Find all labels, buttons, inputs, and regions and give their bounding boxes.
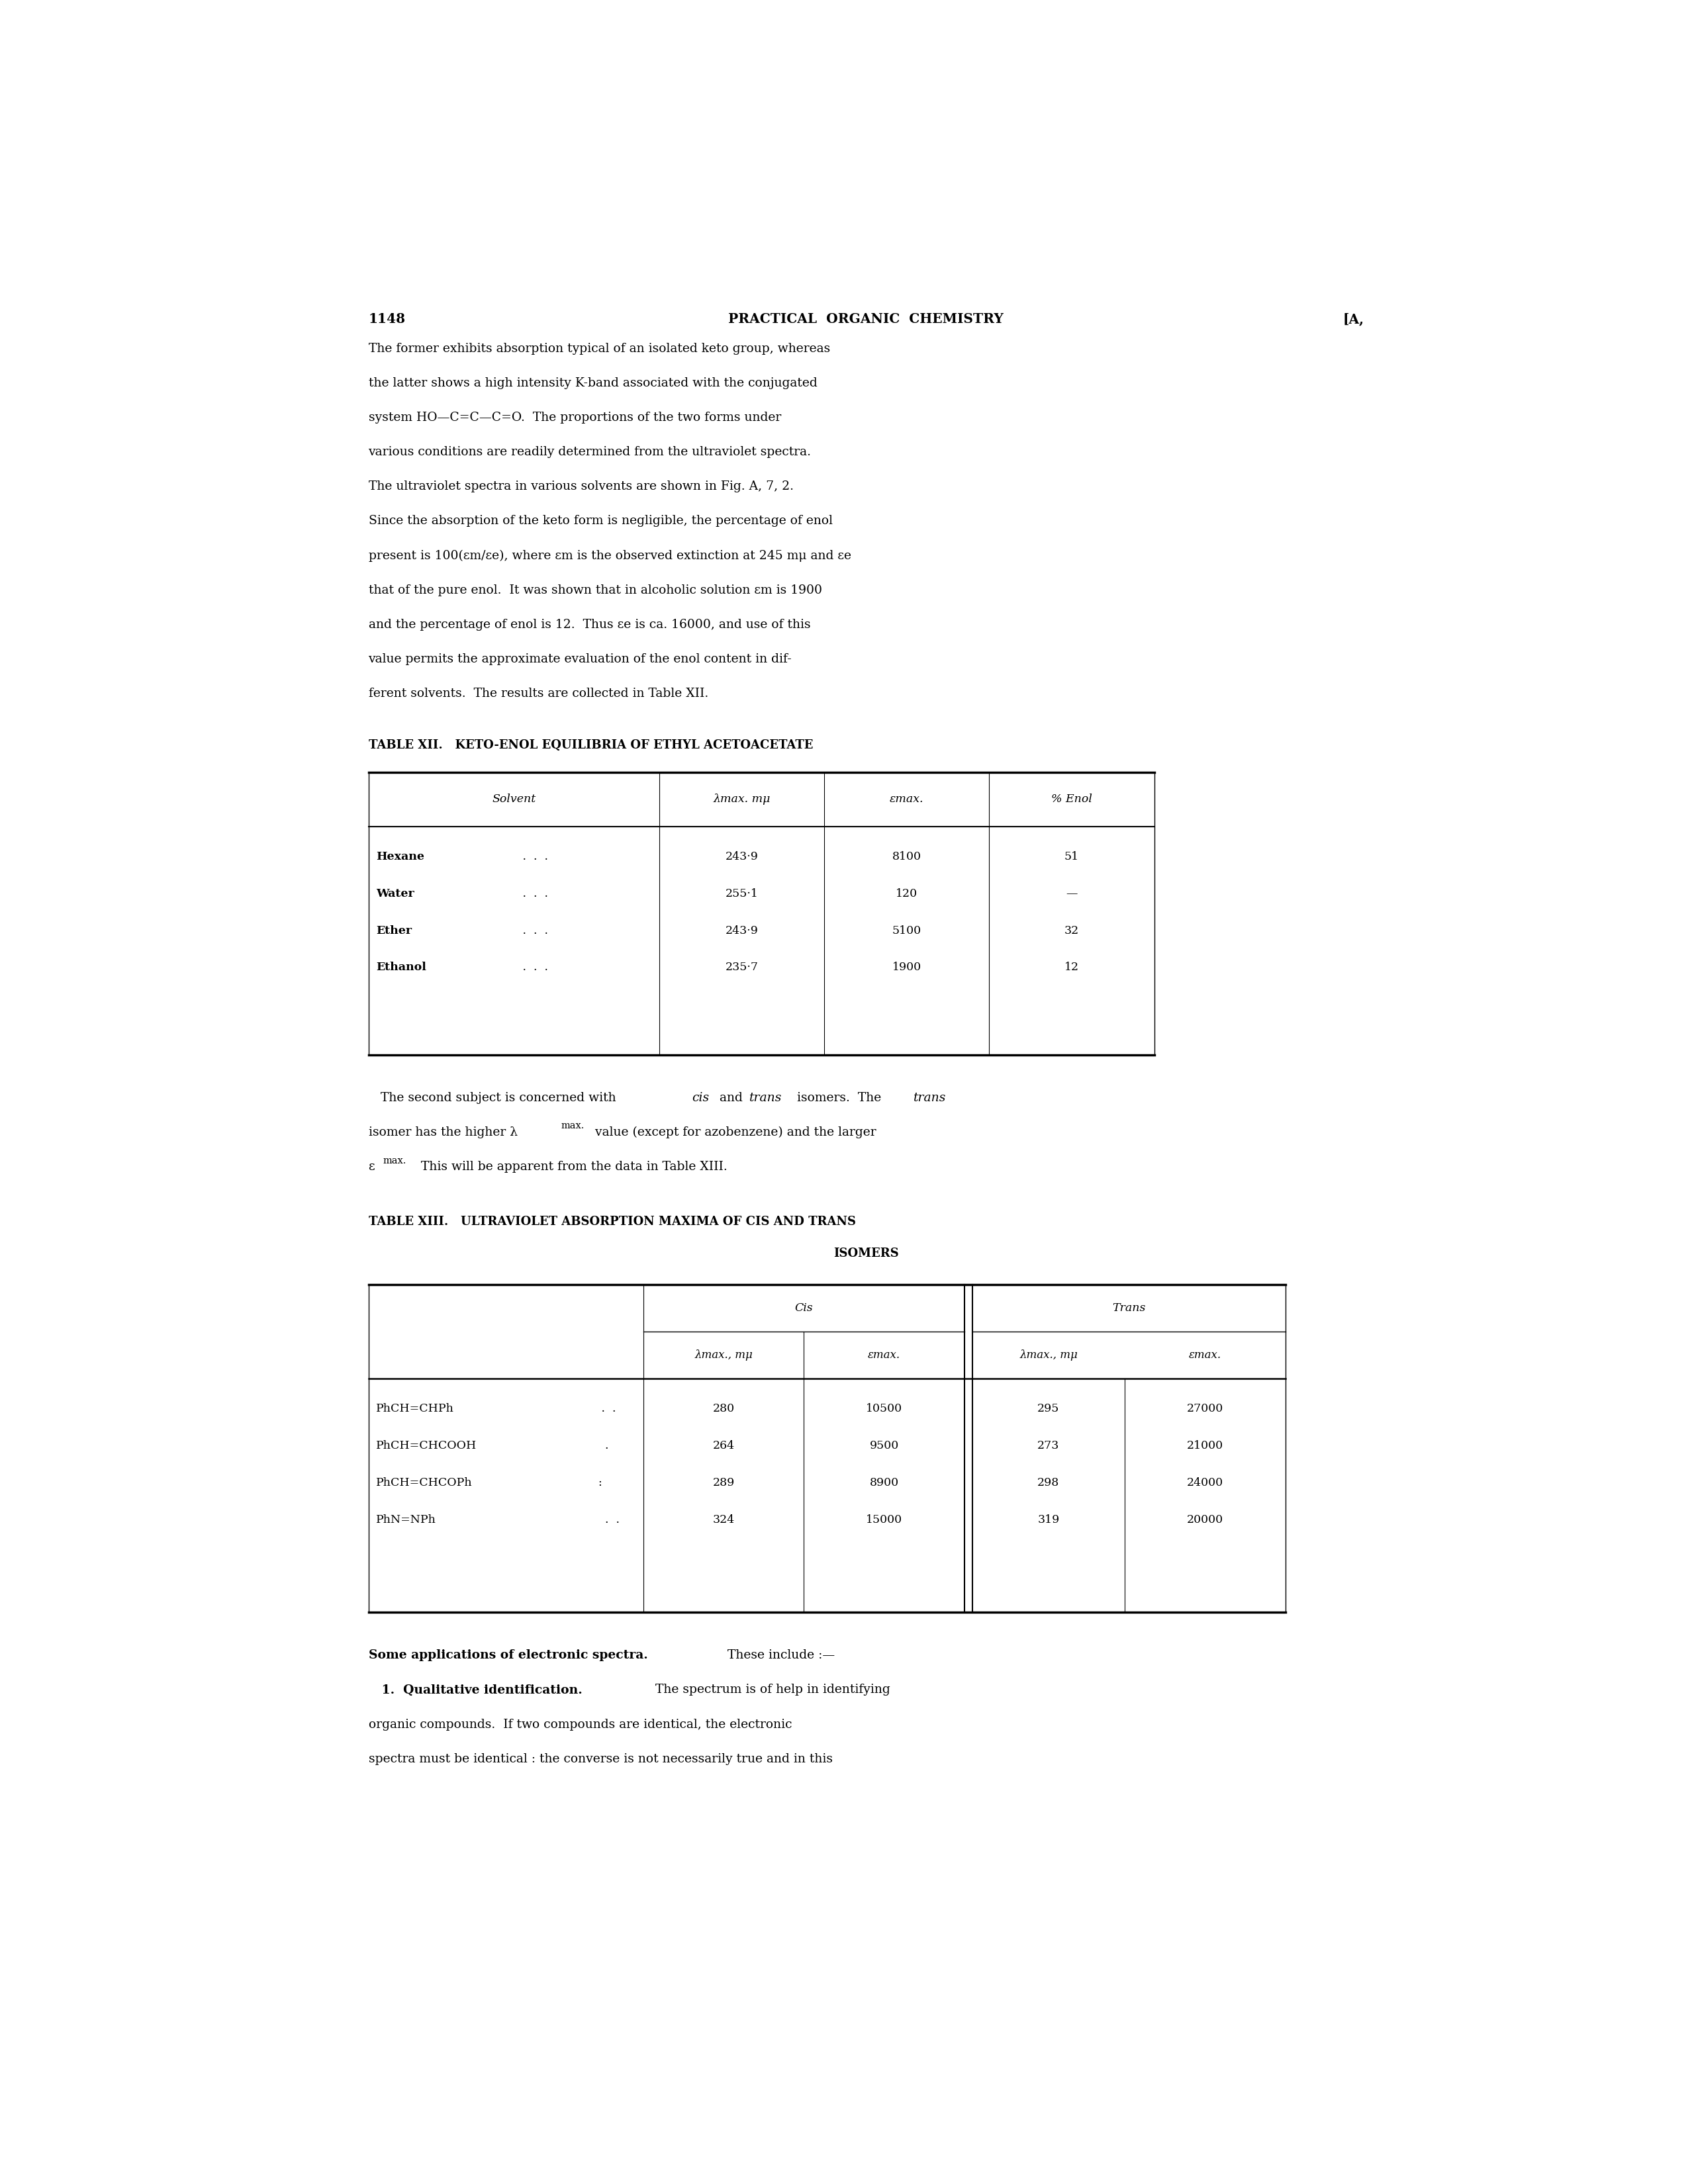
Text: cis: cis bbox=[691, 1092, 710, 1103]
Text: organic compounds.  If two compounds are identical, the electronic: organic compounds. If two compounds are … bbox=[368, 1719, 791, 1730]
Text: 255·1: 255·1 bbox=[725, 889, 759, 900]
Text: The former exhibits absorption typical of an isolated keto group, whereas: The former exhibits absorption typical o… bbox=[368, 343, 830, 354]
Text: 12: 12 bbox=[1065, 961, 1080, 974]
Text: Hexane: Hexane bbox=[377, 852, 424, 863]
Text: spectra must be identical : the converse is not necessarily true and in this: spectra must be identical : the converse… bbox=[368, 1754, 833, 1765]
Text: and the percentage of enol is 12.  Thus εe is ca. 16000, and use of this: and the percentage of enol is 12. Thus ε… bbox=[368, 618, 811, 631]
Text: 235·7: 235·7 bbox=[725, 961, 759, 974]
Text: PhCH=CHCOPh: PhCH=CHCOPh bbox=[377, 1476, 473, 1489]
Text: value permits the approximate evaluation of the enol content in dif-: value permits the approximate evaluation… bbox=[368, 653, 793, 664]
Text: εmax.: εmax. bbox=[889, 793, 924, 806]
Text: 280: 280 bbox=[713, 1404, 735, 1415]
Text: PRACTICAL  ORGANIC  CHEMISTRY: PRACTICAL ORGANIC CHEMISTRY bbox=[728, 312, 1004, 325]
Text: .  .  .: . . . bbox=[519, 924, 548, 937]
Text: :: : bbox=[598, 1476, 602, 1489]
Text: max.: max. bbox=[561, 1120, 585, 1131]
Text: —: — bbox=[1066, 889, 1078, 900]
Text: ferent solvents.  The results are collected in Table XII.: ferent solvents. The results are collect… bbox=[368, 688, 708, 699]
Text: 15000: 15000 bbox=[865, 1514, 902, 1527]
Text: Since the absorption of the keto form is negligible, the percentage of enol: Since the absorption of the keto form is… bbox=[368, 515, 833, 526]
Text: 1.  Qualitative identification.: 1. Qualitative identification. bbox=[368, 1684, 581, 1695]
Text: 20000: 20000 bbox=[1186, 1514, 1224, 1527]
Text: λmax., mμ: λmax., mμ bbox=[695, 1350, 752, 1361]
Text: 295: 295 bbox=[1038, 1404, 1060, 1415]
Text: 264: 264 bbox=[713, 1441, 735, 1452]
Text: ε: ε bbox=[368, 1162, 375, 1173]
Text: PhCH=CHPh: PhCH=CHPh bbox=[377, 1404, 455, 1415]
Text: present is 100(εm/εe), where εm is the observed extinction at 245 mμ and εe: present is 100(εm/εe), where εm is the o… bbox=[368, 550, 852, 561]
Text: λmax., mμ: λmax., mμ bbox=[1019, 1350, 1078, 1361]
Text: 1900: 1900 bbox=[892, 961, 921, 974]
Text: 1148: 1148 bbox=[368, 312, 406, 325]
Text: and: and bbox=[715, 1092, 747, 1103]
Text: PhN=NPh: PhN=NPh bbox=[377, 1514, 436, 1527]
Text: % Enol: % Enol bbox=[1051, 793, 1092, 806]
Text: ISOMERS: ISOMERS bbox=[833, 1247, 899, 1260]
Text: PhCH=CHCOOH: PhCH=CHCOOH bbox=[377, 1441, 477, 1452]
Text: 243·9: 243·9 bbox=[725, 924, 759, 937]
Text: 120: 120 bbox=[896, 889, 918, 900]
Text: This will be apparent from the data in Table XIII.: This will be apparent from the data in T… bbox=[412, 1162, 727, 1173]
Text: 10500: 10500 bbox=[865, 1404, 902, 1415]
Text: εmax.: εmax. bbox=[869, 1350, 901, 1361]
Text: 298: 298 bbox=[1038, 1476, 1060, 1489]
Text: 9500: 9500 bbox=[869, 1441, 899, 1452]
Text: Cis: Cis bbox=[794, 1302, 813, 1315]
Text: These include :—: These include :— bbox=[720, 1649, 835, 1662]
Text: The second subject is concerned with: The second subject is concerned with bbox=[368, 1092, 620, 1103]
Text: .  .  .: . . . bbox=[519, 889, 548, 900]
Text: Solvent: Solvent bbox=[492, 793, 536, 806]
Text: εmax.: εmax. bbox=[1188, 1350, 1222, 1361]
Text: Some applications of electronic spectra.: Some applications of electronic spectra. bbox=[368, 1649, 647, 1662]
Text: 21000: 21000 bbox=[1186, 1441, 1224, 1452]
Text: system HO—C=C—C=O.  The proportions of the two forms under: system HO—C=C—C=O. The proportions of th… bbox=[368, 413, 781, 424]
Text: 243·9: 243·9 bbox=[725, 852, 759, 863]
Text: 319: 319 bbox=[1038, 1514, 1060, 1527]
Text: 51: 51 bbox=[1065, 852, 1080, 863]
Text: 289: 289 bbox=[713, 1476, 735, 1489]
Text: The ultraviolet spectra in various solvents are shown in Fig. A, 7, 2.: The ultraviolet spectra in various solve… bbox=[368, 480, 793, 494]
Text: isomer has the higher λ: isomer has the higher λ bbox=[368, 1127, 517, 1138]
Text: value (except for azobenzene) and the larger: value (except for azobenzene) and the la… bbox=[592, 1127, 875, 1138]
Text: λmax. mμ: λmax. mμ bbox=[713, 793, 771, 806]
Text: various conditions are readily determined from the ultraviolet spectra.: various conditions are readily determine… bbox=[368, 446, 811, 459]
Text: 8100: 8100 bbox=[892, 852, 921, 863]
Text: max.: max. bbox=[384, 1155, 406, 1164]
Text: isomers.  The: isomers. The bbox=[793, 1092, 886, 1103]
Text: Ethanol: Ethanol bbox=[377, 961, 426, 974]
Text: that of the pure enol.  It was shown that in alcoholic solution εm is 1900: that of the pure enol. It was shown that… bbox=[368, 583, 821, 596]
Text: 273: 273 bbox=[1038, 1441, 1060, 1452]
Text: The spectrum is of help in identifying: The spectrum is of help in identifying bbox=[647, 1684, 891, 1695]
Text: 324: 324 bbox=[713, 1514, 735, 1527]
Text: 24000: 24000 bbox=[1186, 1476, 1224, 1489]
Text: trans: trans bbox=[913, 1092, 946, 1103]
Text: 27000: 27000 bbox=[1186, 1404, 1224, 1415]
Text: .  .  .: . . . bbox=[519, 852, 548, 863]
Text: .  .: . . bbox=[598, 1404, 615, 1415]
Text: .  .: . . bbox=[598, 1514, 620, 1527]
Text: [A,: [A, bbox=[1342, 312, 1364, 325]
Text: 32: 32 bbox=[1065, 924, 1080, 937]
Text: the latter shows a high intensity K-band associated with the conjugated: the latter shows a high intensity K-band… bbox=[368, 378, 816, 389]
Text: trans: trans bbox=[750, 1092, 782, 1103]
Text: 8900: 8900 bbox=[870, 1476, 899, 1489]
Text: TABLE XIII.   ULTRAVIOLET ABSORPTION MAXIMA OF CIS AND TRANS: TABLE XIII. ULTRAVIOLET ABSORPTION MAXIM… bbox=[368, 1216, 855, 1227]
Text: Ether: Ether bbox=[377, 924, 412, 937]
Text: Water: Water bbox=[377, 889, 414, 900]
Text: .  .  .: . . . bbox=[519, 961, 548, 974]
Text: 5100: 5100 bbox=[892, 924, 921, 937]
Text: Trans: Trans bbox=[1112, 1302, 1146, 1315]
Text: .: . bbox=[598, 1441, 608, 1452]
Text: TABLE XII.   KETO-ENOL EQUILIBRIA OF ETHYL ACETOACETATE: TABLE XII. KETO-ENOL EQUILIBRIA OF ETHYL… bbox=[368, 738, 813, 751]
